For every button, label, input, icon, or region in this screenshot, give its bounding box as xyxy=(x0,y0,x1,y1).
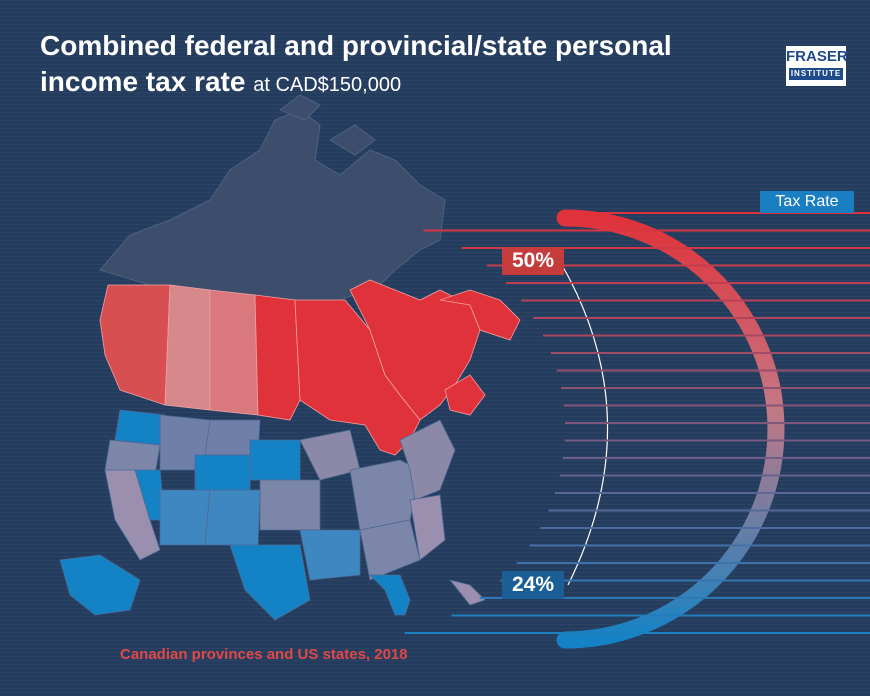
state-nebraska-kansas xyxy=(259,479,321,531)
legend-high-label: 50% xyxy=(502,247,564,275)
title-main: Combined federal and provincial/state pe… xyxy=(40,30,672,97)
province-british-columbia xyxy=(99,284,171,406)
state-washington xyxy=(114,409,166,446)
canadian-provinces xyxy=(99,279,521,456)
logo-line-1: FRASER xyxy=(786,48,848,65)
fraser-institute-logo: FRASER INSTITUTE xyxy=(786,46,848,86)
legend-low-label: 24% xyxy=(502,571,564,599)
province-maritimes xyxy=(444,374,486,416)
state-illinois-ohio xyxy=(349,459,421,531)
province-quebec xyxy=(349,279,481,421)
state-colorado-new-mexico xyxy=(204,489,261,546)
province-alberta xyxy=(164,284,211,411)
province-saskatchewan xyxy=(209,289,259,416)
state-carolinas xyxy=(409,494,446,561)
state-wyoming-south-dakota xyxy=(194,454,251,491)
state-minnesota-region xyxy=(249,439,301,481)
state-tennessee-alabama xyxy=(359,519,421,581)
state-alaska xyxy=(59,554,141,616)
state-texas xyxy=(229,544,311,621)
state-utah-arizona xyxy=(159,489,211,546)
logo-line-2: INSTITUTE xyxy=(789,68,843,80)
title-subtitle: at CAD$150,000 xyxy=(253,74,402,96)
us-states xyxy=(59,409,486,621)
legend-connector xyxy=(561,264,609,586)
province-manitoba xyxy=(254,294,301,421)
state-florida xyxy=(369,574,411,616)
legend-title: Tax Rate xyxy=(760,191,854,213)
legend-arc xyxy=(556,209,785,649)
map-caption: Canadian provinces and US states, 2018 xyxy=(120,646,408,663)
chart-title: Combined federal and provincial/state pe… xyxy=(40,28,740,103)
legend-lines xyxy=(404,212,870,634)
state-hawaii xyxy=(448,579,486,606)
northern-territories xyxy=(99,94,446,306)
state-new-york-pennsylvania xyxy=(399,419,456,501)
state-oklahoma-arkansas xyxy=(299,529,361,581)
province-newfoundland-labrador xyxy=(439,289,521,341)
